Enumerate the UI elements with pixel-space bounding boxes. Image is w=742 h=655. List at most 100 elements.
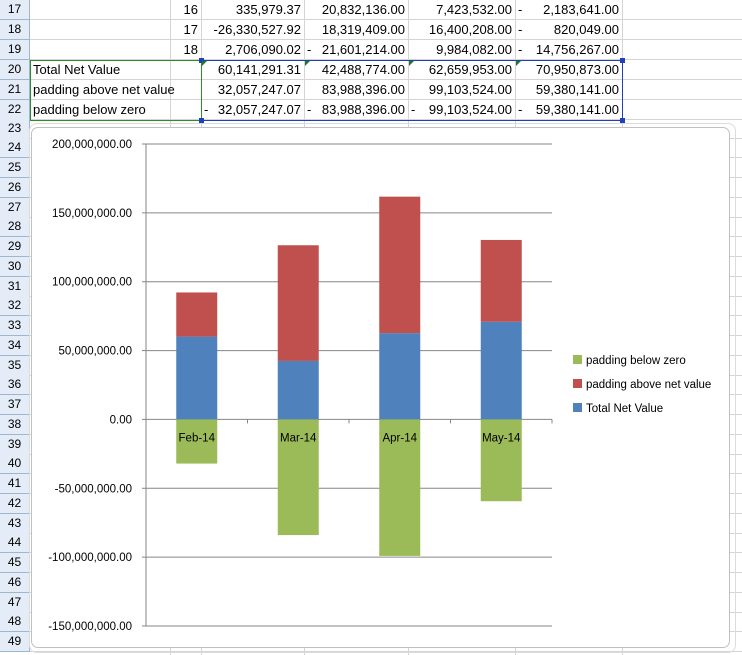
legend-entry[interactable]: padding above net value	[586, 379, 711, 391]
row-header[interactable]: 44	[0, 533, 30, 554]
value-cell-d[interactable]: 83,988,396.00	[321, 82, 405, 97]
value-cell-c[interactable]: 32,057,247.07	[217, 102, 301, 117]
value-cell-d[interactable]: 21,601,214.00	[321, 42, 405, 57]
sheet-row	[30, 20, 742, 40]
row-header[interactable]: 22	[0, 100, 30, 120]
negative-sign: -	[307, 42, 312, 57]
bar-padding-below-zero-apr-14[interactable]	[379, 419, 421, 556]
row-header[interactable]: 37	[0, 395, 30, 415]
row-header[interactable]: 46	[0, 572, 30, 593]
row-header[interactable]: 30	[0, 256, 30, 277]
value-cell-f[interactable]: 59,380,141.00	[535, 82, 619, 97]
bar-padding-above-net-value-feb-14[interactable]	[176, 292, 218, 337]
x-tick-label: May-14	[482, 432, 521, 444]
row-header[interactable]: 39	[0, 434, 30, 455]
row-header[interactable]: 18	[0, 20, 30, 40]
range-resize-handle[interactable]	[199, 58, 204, 63]
value-cell-c[interactable]: 2,706,090.02	[225, 42, 301, 57]
row-label-cell[interactable]: padding below zero	[33, 102, 146, 117]
value-cell-e[interactable]: 16,400,208.00	[428, 22, 512, 37]
value-cell-c[interactable]: -26,330,527.92	[213, 22, 301, 37]
bar-total-net-value-feb-14[interactable]	[176, 336, 218, 420]
index-cell[interactable]: 16	[183, 2, 198, 17]
value-cell-f[interactable]: 59,380,141.00	[535, 102, 619, 117]
value-cell-d[interactable]: 83,988,396.00	[321, 102, 405, 117]
value-cell-f[interactable]: 70,950,873.00	[535, 62, 619, 77]
row-header[interactable]: 24	[0, 138, 30, 159]
stacked-bar-chart[interactable]: 200,000,000.00 150,000,000.00 100,000,000.…	[32, 128, 729, 647]
index-cell[interactable]: 17	[183, 22, 198, 37]
sheet-row	[30, 0, 742, 20]
value-cell-f[interactable]: 2,183,641.00	[543, 2, 619, 17]
row-header[interactable]: 48	[0, 612, 30, 633]
value-cell-e[interactable]: 62,659,953.00	[428, 62, 512, 77]
row-header[interactable]: 43	[0, 513, 30, 534]
row-header[interactable]: 41	[0, 474, 30, 494]
row-header[interactable]: 34	[0, 335, 30, 356]
row-header[interactable]: 23	[0, 118, 30, 139]
y-tick-label: 150,000,000.00	[52, 208, 132, 220]
range-resize-handle[interactable]	[620, 58, 625, 63]
row-header[interactable]: 32	[0, 296, 30, 317]
row-label-cell[interactable]: padding above net value	[33, 82, 175, 97]
bar-padding-above-net-value-may-14[interactable]	[480, 239, 522, 322]
row-header[interactable]: 33	[0, 316, 30, 336]
y-tick-label: -150,000,000.00	[48, 621, 132, 633]
row-header[interactable]: 31	[0, 276, 30, 297]
range-resize-handle[interactable]	[620, 118, 625, 123]
value-cell-d[interactable]: 42,488,774.00	[321, 62, 405, 77]
value-cell-e[interactable]: 99,103,524.00	[428, 82, 512, 97]
y-tick-label: -100,000,000.00	[48, 552, 132, 564]
chart-area[interactable]: 200,000,000.00 150,000,000.00 100,000,000.…	[31, 127, 730, 648]
value-cell-d[interactable]: 20,832,136.00	[321, 2, 405, 17]
value-cell-d[interactable]: 18,319,409.00	[321, 22, 405, 37]
value-cell-f[interactable]: 820,049.00	[553, 22, 619, 37]
row-header[interactable]: 35	[0, 355, 30, 376]
row-header[interactable]: 29	[0, 237, 30, 257]
error-indicator-icon	[202, 61, 207, 66]
value-cell-c[interactable]: 32,057,247.07	[217, 82, 301, 97]
row-header[interactable]: 25	[0, 158, 30, 178]
bar-padding-below-zero-feb-14[interactable]	[176, 419, 218, 464]
row-header[interactable]: 20	[0, 60, 30, 80]
bar-padding-above-net-value-apr-14[interactable]	[379, 196, 421, 334]
value-cell-e[interactable]: 7,423,532.00	[436, 2, 512, 17]
legend-entry[interactable]: Total Net Value	[586, 403, 663, 415]
row-header[interactable]: 26	[0, 177, 30, 198]
legend-swatch	[573, 379, 582, 388]
row-header[interactable]: 17	[0, 0, 30, 20]
legend-entry[interactable]: padding below zero	[586, 355, 686, 367]
row-header[interactable]: 27	[0, 197, 30, 218]
row-header[interactable]: 38	[0, 414, 30, 435]
value-cell-f[interactable]: 14,756,267.00	[535, 42, 619, 57]
row-header[interactable]: 36	[0, 375, 30, 396]
sheet-row	[30, 80, 742, 100]
bar-padding-below-zero-may-14[interactable]	[480, 419, 522, 502]
row-label-cell[interactable]: Total Net Value	[33, 62, 121, 77]
row-header[interactable]: 19	[0, 40, 30, 60]
row-header[interactable]: 47	[0, 592, 30, 613]
legend-swatch	[573, 403, 582, 412]
negative-sign: -	[411, 102, 416, 117]
error-indicator-icon	[516, 61, 521, 66]
range-resize-handle[interactable]	[199, 118, 204, 123]
index-cell[interactable]: 18	[183, 42, 198, 57]
value-cell-c[interactable]: 335,979.37	[235, 2, 301, 17]
row-header[interactable]: 42	[0, 493, 30, 514]
value-cell-e[interactable]: 9,984,082.00	[436, 42, 512, 57]
bar-total-net-value-may-14[interactable]	[480, 321, 522, 420]
bar-total-net-value-apr-14[interactable]	[379, 333, 421, 420]
bar-padding-below-zero-mar-14[interactable]	[277, 419, 319, 536]
selected-range[interactable]	[201, 60, 623, 121]
row-header[interactable]: 28	[0, 217, 30, 238]
row-header[interactable]: 40	[0, 454, 30, 475]
row-header[interactable]: 21	[0, 80, 30, 100]
row-header[interactable]: 49	[0, 632, 30, 652]
y-tick-label: -50,000,000.00	[55, 483, 132, 495]
value-cell-e[interactable]: 99,103,524.00	[428, 102, 512, 117]
negative-sign: -	[307, 102, 312, 117]
bar-total-net-value-mar-14[interactable]	[277, 360, 319, 420]
row-header[interactable]: 45	[0, 553, 30, 573]
bar-padding-above-net-value-mar-14[interactable]	[277, 245, 319, 361]
value-cell-c[interactable]: 60,141,291.31	[217, 62, 301, 77]
